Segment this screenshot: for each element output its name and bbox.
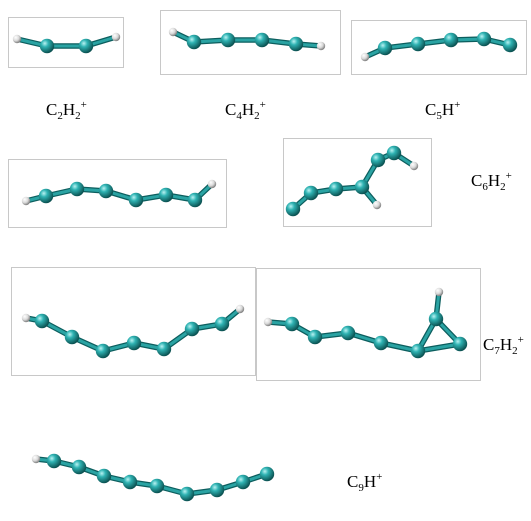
frame-c6h2 [8,159,227,228]
carbon-atom-c5h-3 [443,32,459,48]
hydrogen-atom-c6h2-branched-6 [409,161,419,171]
carbon-atom-c2h2-2 [78,38,94,54]
carbon-atom-c6h2-branched-4 [370,152,386,168]
carbon-atom-c6h2-branched-3 [354,179,370,195]
hydrogen-atom-c7h2-ring-0 [263,317,273,327]
carbon-atom-c9h-4 [122,474,138,490]
frame-c7h2-ring [256,268,481,381]
hydrogen-atom-c4h2-5 [316,41,326,51]
carbon-atom-c7h2-chain-7 [214,316,230,332]
carbon-atom-c9h-5 [149,478,165,494]
carbon-atom-c7h2-chain-3 [95,343,111,359]
carbon-atom-c4h2-2 [220,32,236,48]
carbon-atom-c5h-1 [377,40,393,56]
carbon-atom-c6h2-branched-1 [303,185,319,201]
carbon-atom-c7h2-chain-6 [184,321,200,337]
hydrogen-atom-c6h2-7 [207,179,217,189]
carbon-atom-c2h2-1 [39,38,55,54]
carbon-atom-c7h2-ring-7 [428,311,444,327]
carbon-atom-c4h2-3 [254,32,270,48]
carbon-atom-c9h-2 [71,459,87,475]
carbon-atom-c7h2-ring-2 [307,329,323,345]
carbon-atom-c7h2-ring-5 [410,343,426,359]
hydrogen-atom-c6h2-0 [21,196,31,206]
hydrogen-atom-c2h2-3 [111,32,121,42]
carbon-atom-c6h2-6 [187,192,203,208]
carbon-atom-c6h2-2 [69,181,85,197]
frame-c4h2 [160,10,341,75]
frame-c2h2 [8,17,124,68]
carbon-atom-c9h-7 [209,482,225,498]
hydrogen-atom-c4h2-0 [168,27,178,37]
carbon-atom-c5h-5 [502,37,518,53]
carbon-atom-c6h2-branched-2 [328,181,344,197]
label-c7h2-cation: C7H2+ [483,334,524,357]
carbon-atom-c7h2-chain-2 [64,329,80,345]
hydrogen-atom-c2h2-0 [12,34,22,44]
label-c5h-cation: C5H+ [425,99,461,122]
carbon-atom-c6h2-1 [38,188,54,204]
frame-c7h2-chain [11,267,256,376]
frame-c5h [351,20,527,75]
carbon-atom-c9h-8 [235,474,251,490]
carbon-atom-c4h2-4 [288,36,304,52]
carbon-atom-c5h-2 [410,36,426,52]
carbon-atom-c6h2-5 [158,187,174,203]
hydrogen-atom-c9h-0 [31,454,41,464]
carbon-atom-c6h2-branched-0 [285,201,301,217]
carbon-atom-c9h-6 [179,486,195,502]
carbon-atom-c6h2-3 [98,183,114,199]
carbon-atom-c7h2-chain-5 [156,341,172,357]
carbon-atom-c7h2-chain-1 [34,313,50,329]
carbon-atom-c7h2-ring-6 [452,336,468,352]
carbon-atom-c7h2-ring-1 [284,316,300,332]
carbon-atom-c4h2-1 [186,34,202,50]
hydrogen-atom-c6h2-branched-7 [372,200,382,210]
frame-c6h2-branched [283,138,432,227]
carbon-atom-c7h2-ring-4 [373,335,389,351]
hydrogen-atom-c7h2-chain-0 [21,313,31,323]
hydrogen-atom-c7h2-ring-8 [434,287,444,297]
label-c6h2-cation: C6H2+ [471,170,512,193]
carbon-atom-c9h-1 [46,453,62,469]
carbon-atom-c9h-9 [259,466,275,482]
label-c9h-cation: C9H+ [347,471,383,494]
carbon-atom-c7h2-ring-3 [340,325,356,341]
label-c4h2-cation: C4H2+ [225,99,266,122]
carbon-atom-c5h-4 [476,31,492,47]
label-c2h2-cation: C2H2+ [46,99,87,122]
hydrogen-atom-c7h2-chain-8 [235,304,245,314]
carbon-atom-c9h-3 [96,468,112,484]
hydrogen-atom-c5h-0 [360,52,370,62]
carbon-atom-c6h2-4 [128,192,144,208]
carbon-atom-c6h2-branched-5 [386,145,402,161]
carbon-atom-c7h2-chain-4 [126,335,142,351]
